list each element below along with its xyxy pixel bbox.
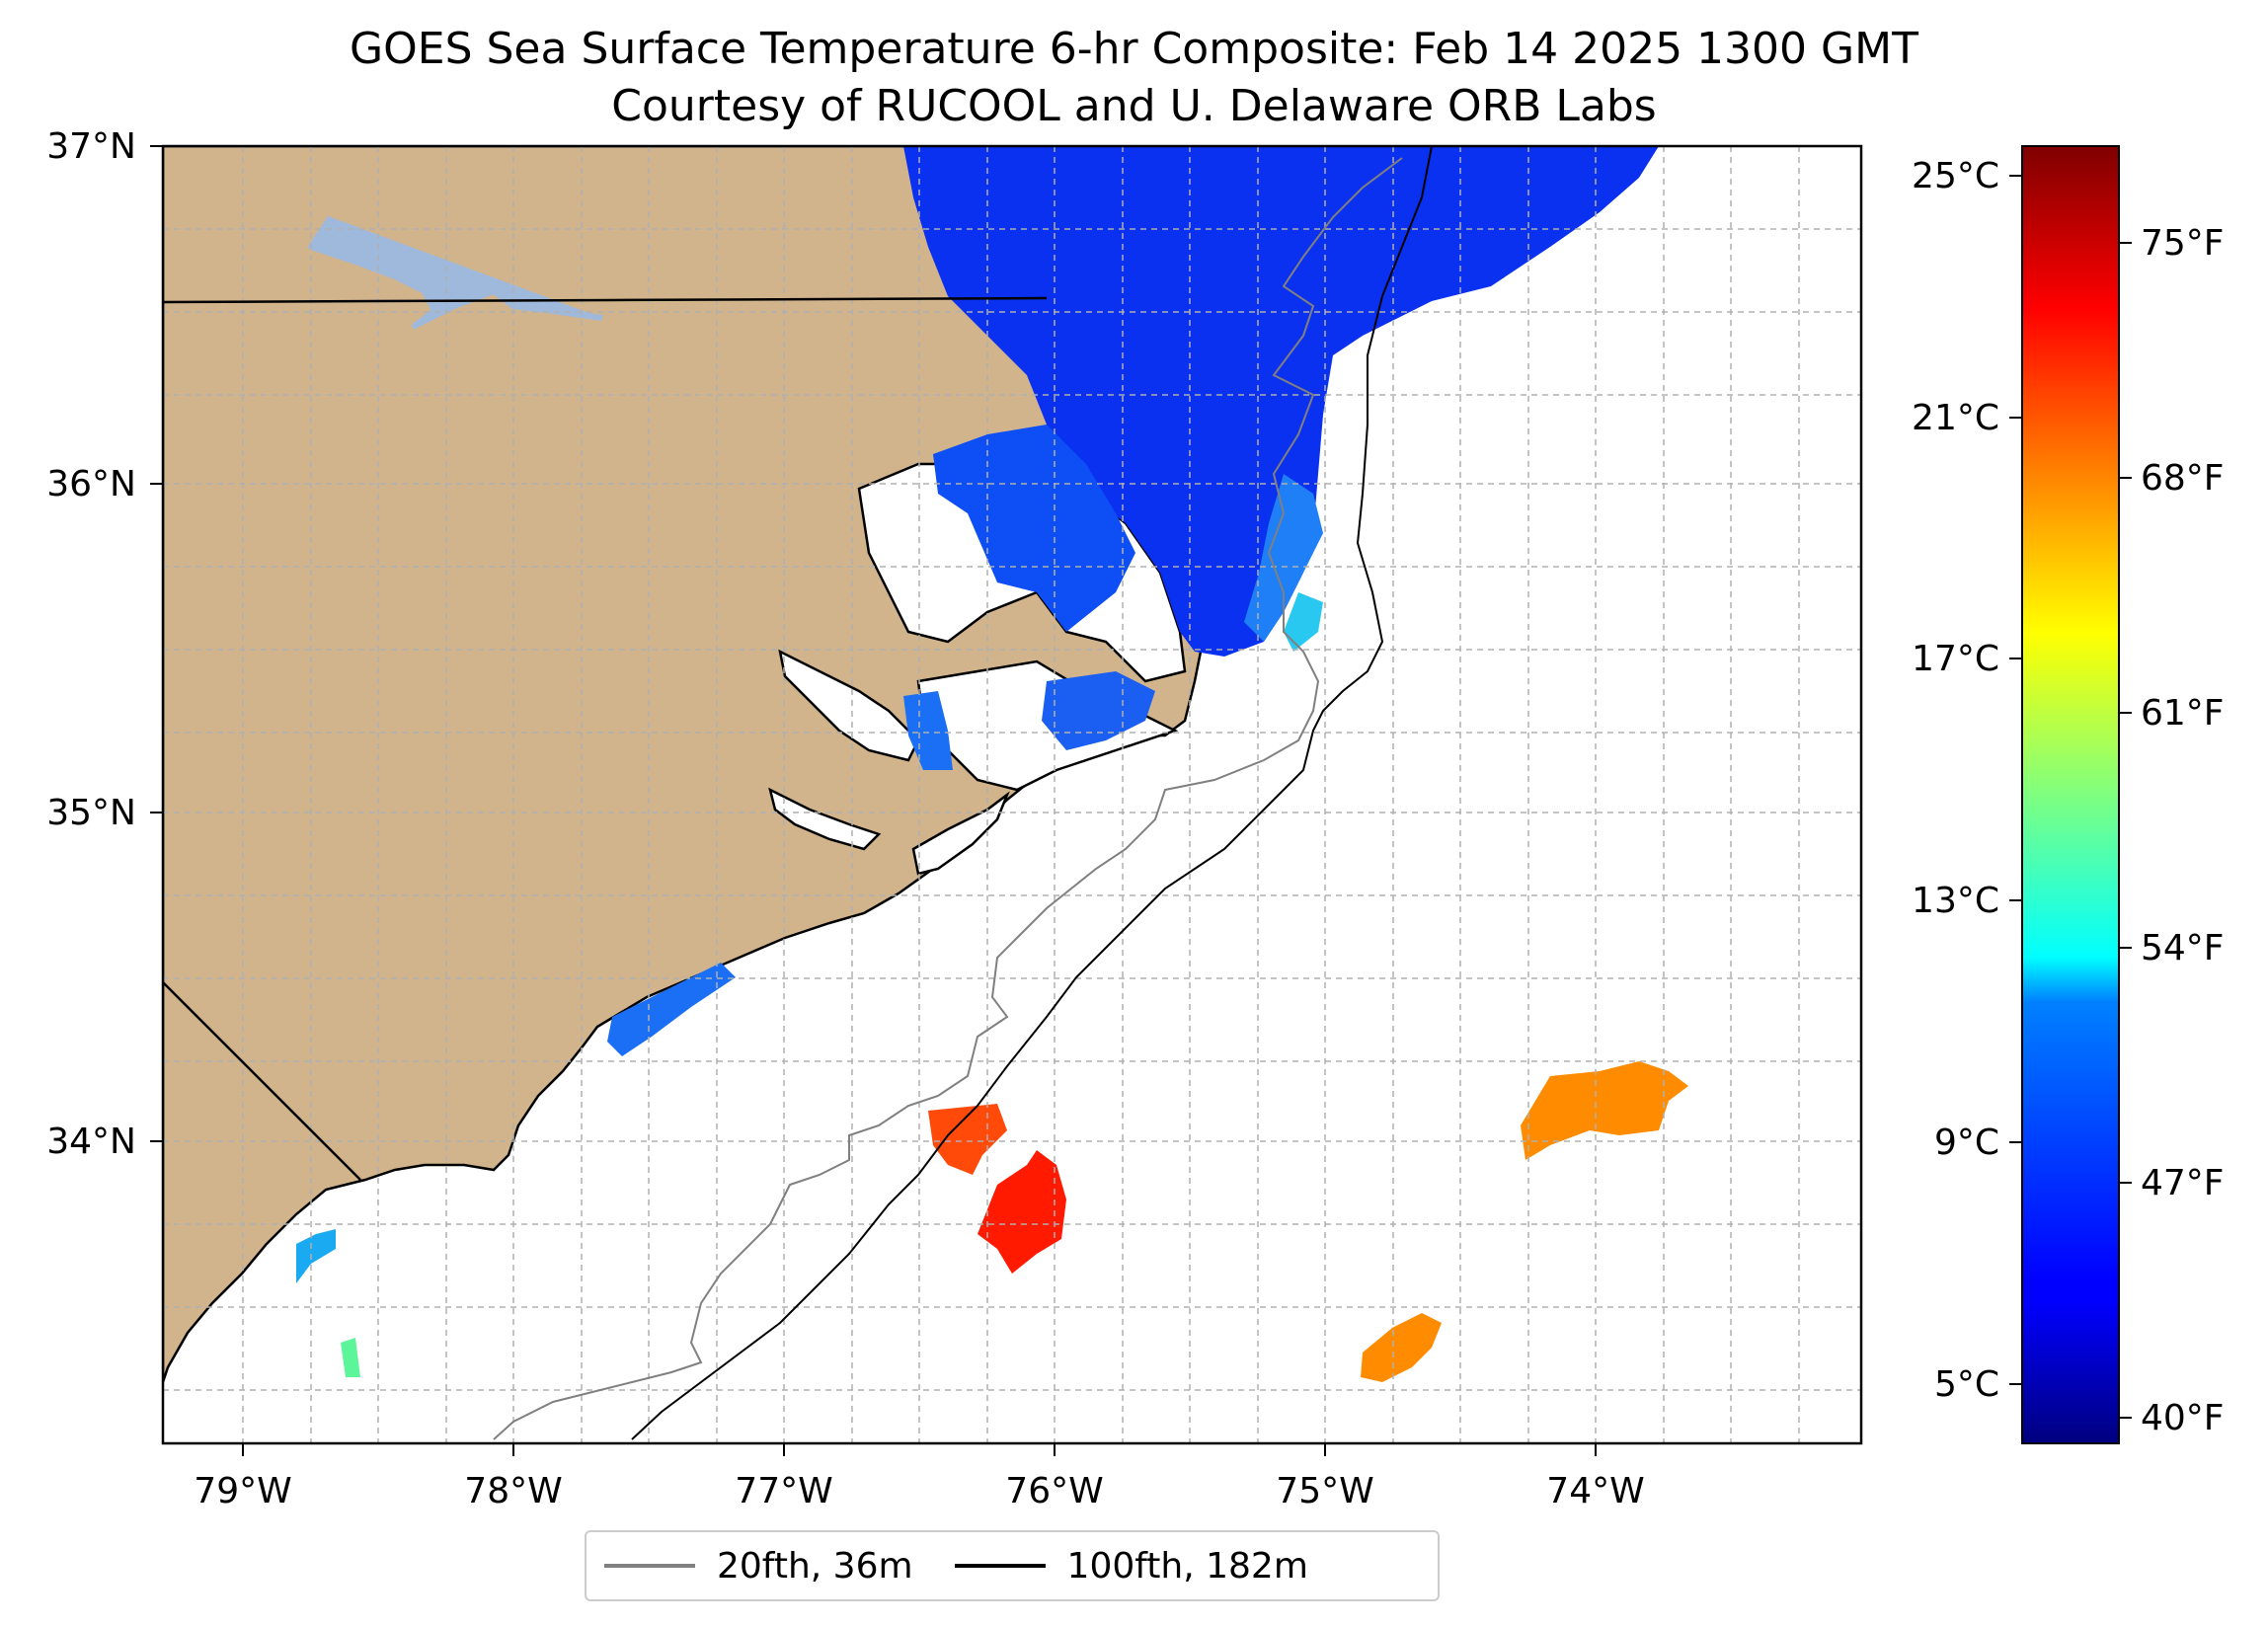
sst-patch-mid (1244, 474, 1323, 642)
lon-tick-label: 77°W (735, 1471, 832, 1511)
colorbar (2021, 145, 2120, 1444)
legend-label: 20fth, 36m (717, 1545, 913, 1587)
colorbar-fahrenheit-label: 61°F (2141, 693, 2225, 734)
legend-label: 100fth, 182m (1066, 1545, 1308, 1587)
isobath-20fth (493, 157, 1403, 1440)
lat-tick-label: 36°N (46, 464, 136, 504)
lon-tick-label: 78°W (464, 1471, 562, 1511)
lon-tick-label: 75°W (1276, 1471, 1373, 1511)
colorbar-celsius-label: 21°C (1912, 398, 1999, 438)
colorbar-fahrenheit-label: 75°F (2141, 223, 2225, 264)
sst-patch-cold-onslow (607, 963, 736, 1056)
map-title: GOES Sea Surface Temperature 6-hr Compos… (350, 24, 1918, 74)
legend-item-20fth: 20fth, 36m (604, 1546, 913, 1587)
reservoir-lake (308, 215, 603, 329)
outer-banks-south (911, 791, 1010, 876)
lat-tick-label: 34°N (46, 1122, 136, 1162)
sst-patch-cyan (1284, 592, 1323, 652)
colorbar-celsius-label: 9°C (1934, 1123, 1999, 1163)
sst-patch-cold-sound (933, 425, 1135, 632)
map-area (163, 146, 1861, 1443)
lat-tick-label: 35°N (46, 793, 136, 833)
isobath-100fth (631, 146, 1433, 1440)
legend-swatch-gray-line (604, 1564, 695, 1568)
colorbar-fahrenheit-label: 54°F (2141, 928, 2225, 968)
colorbar-celsius-label: 13°C (1912, 881, 1999, 921)
sst-patch-cyan-small (296, 1229, 336, 1283)
colorbar-celsius-label: 25°C (1912, 156, 1999, 196)
colorbar-celsius-label: 5°C (1934, 1364, 1999, 1405)
state-boundary-nc-sc (163, 981, 361, 1181)
grid-lines (163, 146, 1861, 1443)
map-subtitle: Courtesy of RUCOOL and U. Delaware ORB L… (611, 81, 1657, 131)
sst-patch-green (341, 1338, 360, 1377)
lon-tick-label: 76°W (1005, 1471, 1103, 1511)
sst-patch-cold-mid (1042, 671, 1155, 750)
colorbar-fahrenheit-label: 47°F (2141, 1163, 2225, 1203)
colorbar-ticks (2009, 175, 2132, 1419)
sst-patch-cold-pamlico (903, 691, 953, 770)
colorbar-fahrenheit-label: 68°F (2141, 458, 2225, 499)
lon-tick-label: 74°W (1546, 1471, 1644, 1511)
sst-patch-cold-north (903, 146, 1659, 657)
legend-swatch-black-line (954, 1564, 1046, 1568)
state-boundary-va-nc (163, 296, 1048, 304)
sst-patch-red-orange (928, 1104, 1007, 1175)
colorbar-fahrenheit-label: 40°F (2141, 1398, 2225, 1438)
sst-patch-orange-south (1361, 1313, 1442, 1382)
tick-marks (150, 145, 1597, 1456)
map-frame (161, 144, 1863, 1445)
sst-patch-red (978, 1150, 1066, 1274)
sst-patch-orange-east (1521, 1061, 1688, 1160)
legend-item-100fth: 100fth, 182m (954, 1545, 1308, 1587)
lon-tick-label: 79°W (194, 1471, 291, 1511)
lat-tick-label: 37°N (46, 126, 136, 167)
colorbar-celsius-label: 17°C (1912, 639, 1999, 679)
legend: 20fth, 36m 100fth, 182m (585, 1530, 1440, 1601)
